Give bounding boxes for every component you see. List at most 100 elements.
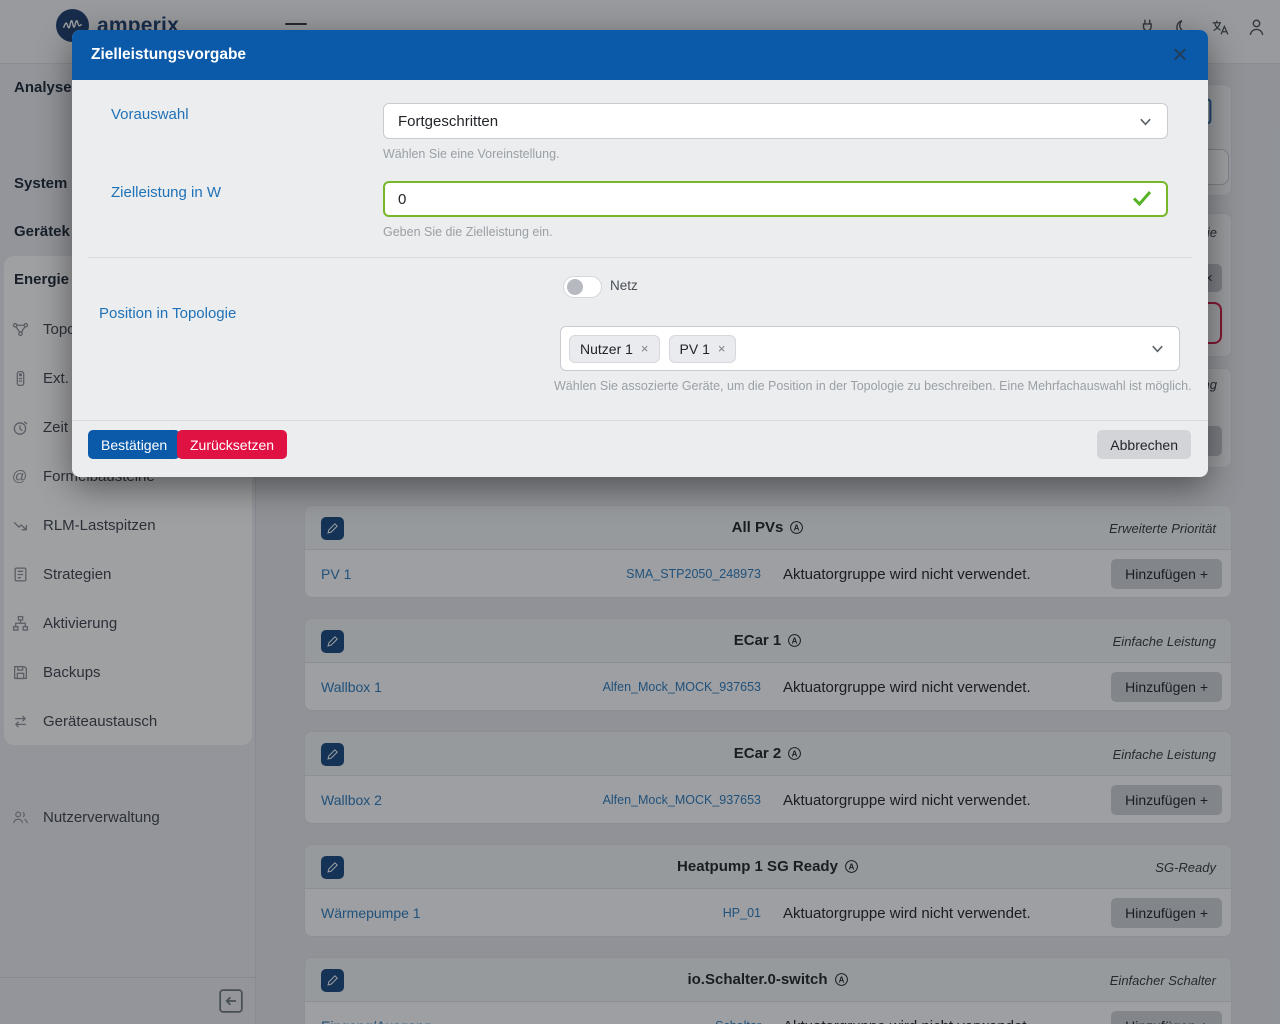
group-title: ECar 2 bbox=[733, 745, 782, 762]
sidebar-item-label: Aktivierung bbox=[43, 614, 118, 632]
add-actuator-button[interactable]: Hinzufügen + bbox=[1111, 898, 1222, 928]
sidebar-collapse-icon[interactable] bbox=[218, 988, 244, 1014]
group-card-io-schalter: io.Schalter.0-switch A Einfacher Schalte… bbox=[304, 957, 1232, 1024]
auto-badge-icon: A bbox=[844, 859, 859, 874]
position-multiselect[interactable]: Nutzer 1 × PV 1 × bbox=[560, 326, 1180, 371]
device-id-link[interactable]: Alfen_Mock_MOCK_937653 bbox=[602, 793, 761, 807]
group-type-label: Einfacher Schalter bbox=[1109, 972, 1216, 988]
chevron-down-icon bbox=[1138, 114, 1153, 129]
svg-text:A: A bbox=[838, 975, 844, 984]
sidebar-item-ext[interactable]: Ext. bbox=[12, 364, 244, 392]
device-id-link[interactable]: HP_01 bbox=[722, 906, 761, 920]
cancel-button[interactable]: Abbrechen bbox=[1097, 430, 1191, 459]
tag-remove-icon[interactable]: × bbox=[640, 341, 649, 356]
add-actuator-button[interactable]: Hinzufügen + bbox=[1111, 1011, 1222, 1024]
device-link[interactable]: Wallbox 2 bbox=[321, 792, 382, 808]
plus-icon: + bbox=[1199, 792, 1208, 808]
footer-divider bbox=[72, 420, 1208, 421]
edit-button[interactable] bbox=[321, 743, 344, 766]
save-icon bbox=[12, 664, 29, 681]
edit-button[interactable] bbox=[321, 969, 344, 992]
group-status-text: Aktuatorgruppe wird nicht verwendet. bbox=[783, 1018, 1111, 1024]
close-icon[interactable]: × bbox=[1172, 39, 1188, 69]
sidebar-section-geraete[interactable]: Gerätek bbox=[14, 223, 70, 240]
group-type-label: Einfache Leistung bbox=[1112, 633, 1216, 649]
group-title: io.Schalter.0-switch bbox=[687, 971, 828, 988]
sidebar-section-system[interactable]: System bbox=[14, 175, 68, 192]
group-card-header: All PVs A Erweiterte Priorität bbox=[305, 506, 1231, 550]
sidebar-item-rlm-lastspitzen[interactable]: RLM-Lastspitzen bbox=[12, 511, 244, 539]
device-link[interactable]: PV 1 bbox=[321, 566, 352, 582]
confirm-button[interactable]: Bestätigen bbox=[88, 430, 181, 459]
pencil-icon bbox=[327, 749, 338, 760]
sidebar-item-label: Strategien bbox=[43, 565, 112, 583]
group-type-label: ie bbox=[1206, 225, 1217, 240]
tag-remove-icon[interactable]: × bbox=[717, 341, 726, 356]
auto-badge-icon: A bbox=[789, 520, 804, 535]
auto-badge-icon: A bbox=[787, 746, 802, 761]
zielleistung-helper: Geben Sie die Zielleistung ein. bbox=[383, 225, 553, 239]
tag-chip: Nutzer 1 × bbox=[569, 334, 660, 363]
zielleistung-input[interactable] bbox=[383, 181, 1168, 217]
swap-icon bbox=[12, 713, 29, 730]
add-actuator-button[interactable]: Hinzufügen + bbox=[1111, 785, 1222, 815]
svg-text:A: A bbox=[849, 862, 855, 871]
device-link[interactable]: Wärmepumpe 1 bbox=[321, 905, 421, 921]
group-card-header: Heatpump 1 SG Ready A SG-Ready bbox=[305, 845, 1231, 889]
add-actuator-button[interactable]: Hinzufügen + bbox=[1111, 559, 1222, 589]
position-helper: Wählen Sie assozierte Geräte, um die Pos… bbox=[554, 379, 1192, 393]
tag-chip: PV 1 × bbox=[668, 334, 737, 363]
add-actuator-button[interactable]: Hinzufügen + bbox=[1111, 672, 1222, 702]
users-icon bbox=[12, 809, 29, 826]
sidebar-item-label: Backups bbox=[43, 663, 101, 681]
sidebar-item-strategien[interactable]: Strategien bbox=[12, 560, 244, 588]
group-status-text: Aktuatorgruppe wird nicht verwendet. bbox=[783, 565, 1031, 583]
device-id-link[interactable]: SMA_STP2050_248973 bbox=[626, 567, 761, 581]
group-type-label: SG-Ready bbox=[1155, 859, 1216, 875]
sidebar-item-backups[interactable]: Backups bbox=[12, 658, 244, 686]
chevron-down-icon bbox=[1150, 341, 1165, 356]
group-device-row: Wallbox 1 Alfen_Mock_MOCK_937653 Aktuato… bbox=[305, 663, 1231, 710]
sidebar-section-analyse[interactable]: Analyse bbox=[14, 79, 72, 96]
group-title: Heatpump 1 SG Ready bbox=[677, 858, 838, 875]
group-card-header: ECar 2 A Einfache Leistung bbox=[305, 732, 1231, 776]
network-icon bbox=[12, 321, 29, 338]
sidebar-section-energie[interactable]: Energie bbox=[14, 271, 70, 288]
user-icon[interactable] bbox=[1247, 18, 1266, 37]
group-card-ecar-1: ECar 1 A Einfache Leistung Wallbox 1 Alf… bbox=[304, 618, 1232, 711]
sidebar-item-geraeteaustausch[interactable]: Geräteaustausch bbox=[12, 707, 244, 735]
edit-button[interactable] bbox=[321, 517, 344, 540]
at-icon: @ bbox=[12, 467, 28, 485]
sidebar-item-label: Ext. bbox=[43, 369, 69, 387]
group-card-header: io.Schalter.0-switch A Einfacher Schalte… bbox=[305, 958, 1231, 1002]
svg-text:A: A bbox=[794, 523, 800, 532]
device-link[interactable]: Wallbox 1 bbox=[321, 679, 382, 695]
pencil-icon bbox=[327, 862, 338, 873]
edit-button[interactable] bbox=[321, 856, 344, 879]
position-label: Position in Topologie bbox=[99, 305, 237, 322]
group-device-row: Wallbox 2 Alfen_Mock_MOCK_937653 Aktuato… bbox=[305, 776, 1231, 823]
edit-button[interactable] bbox=[321, 630, 344, 653]
sidebar-footer-divider bbox=[0, 977, 256, 978]
svg-text:A: A bbox=[792, 636, 798, 645]
sidebar-item-aktivierung[interactable]: Aktivierung bbox=[12, 609, 244, 637]
device-id-link[interactable]: Schalter bbox=[591, 1019, 761, 1024]
auto-badge-icon: A bbox=[787, 633, 802, 648]
group-type-label: Einfache Leistung bbox=[1112, 746, 1216, 762]
auto-badge-icon: A bbox=[834, 972, 849, 987]
device-link[interactable]: Eingang/Ausgang bbox=[321, 1018, 591, 1024]
sidebar-item-label: Geräteaustausch bbox=[43, 712, 158, 730]
netz-toggle[interactable] bbox=[563, 276, 602, 298]
translate-icon[interactable] bbox=[1211, 18, 1230, 37]
reset-button[interactable]: Zurücksetzen bbox=[177, 430, 288, 459]
sidebar-item-zeit[interactable]: Zeit bbox=[12, 413, 244, 441]
pencil-icon bbox=[327, 636, 338, 647]
remote-icon bbox=[12, 370, 29, 387]
device-id-link[interactable]: Alfen_Mock_MOCK_937653 bbox=[602, 680, 761, 694]
sidebar-item-nutzerverwaltung[interactable]: Nutzerverwaltung bbox=[12, 803, 244, 831]
group-type-label: Erweiterte Priorität bbox=[1109, 520, 1216, 536]
vorauswahl-select[interactable]: Fortgeschritten bbox=[383, 103, 1168, 139]
plug-icon[interactable] bbox=[1139, 18, 1158, 37]
valid-check-icon bbox=[1132, 190, 1152, 207]
